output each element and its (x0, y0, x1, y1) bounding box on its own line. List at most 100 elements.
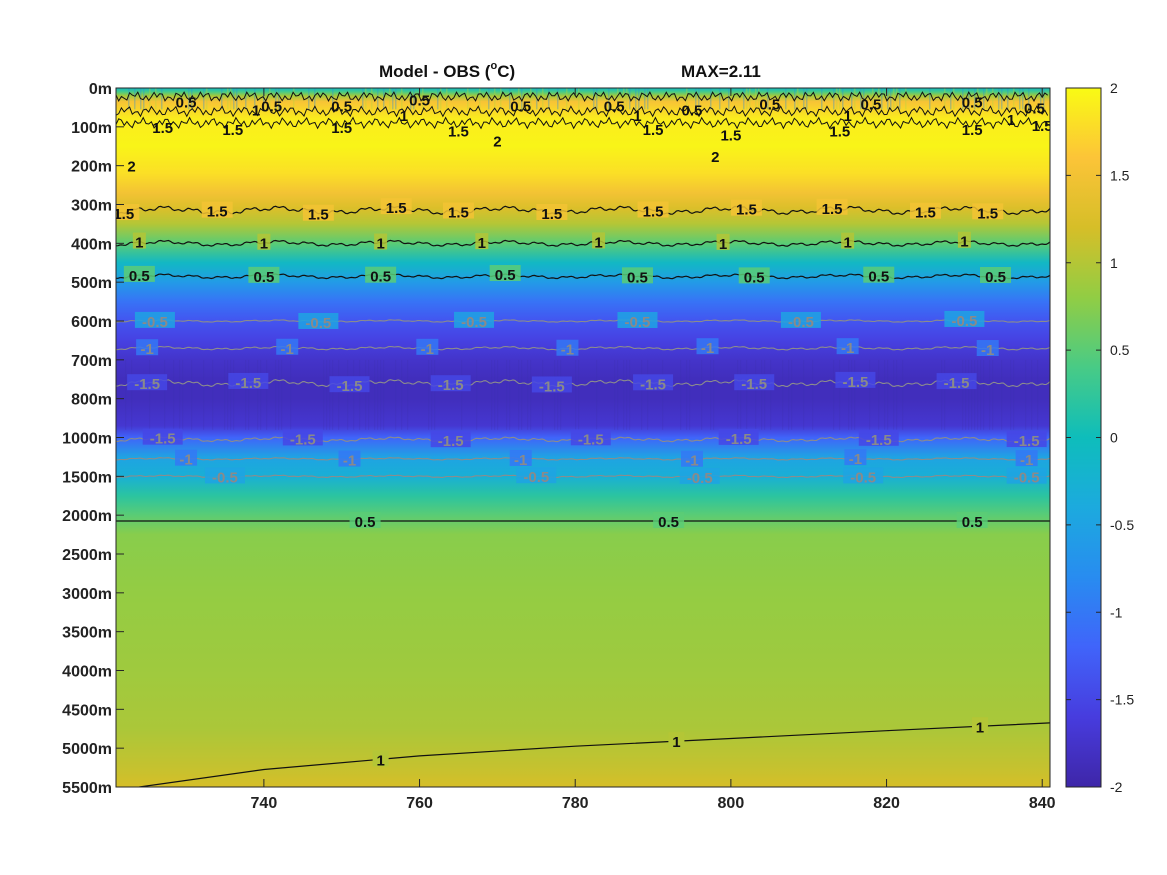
y-tick-label: 4500m (62, 702, 112, 719)
surface-contour-label: 1.5 (720, 128, 741, 145)
contour-label: -0.5 (305, 315, 331, 332)
contour-label: -1.5 (944, 375, 970, 392)
surface-contour-label: 1.5 (152, 120, 173, 137)
contour-label-bg (976, 340, 999, 357)
contour-label: -0.5 (850, 469, 876, 486)
contour-label: 1.5 (736, 202, 757, 219)
deep-contour-label-bg (971, 717, 988, 734)
surface-contour-line (116, 105, 1049, 118)
contour-label-bg (680, 450, 703, 467)
deep-contour-label: 1 (376, 752, 384, 769)
contour-label-bg (228, 372, 269, 389)
contour-label-bg (936, 373, 977, 390)
contour-label: 1.5 (386, 200, 407, 217)
surface-contour-label: 1 (1007, 112, 1015, 129)
surface-contour-label: 0.5 (510, 98, 531, 115)
y-tick-label: 1500m (62, 469, 112, 486)
contour-label-bg (136, 339, 159, 356)
contour-line (116, 345, 1050, 351)
y-tick-label: 600m (71, 314, 112, 331)
contour-label-bg (637, 201, 669, 218)
contour-label-bg (679, 467, 720, 484)
contour-label-bg (454, 311, 495, 328)
contour-label: -1 (140, 341, 153, 358)
contour-label-bg (380, 198, 412, 215)
heatmap-texture (125, 88, 1045, 430)
contour-label-bg (836, 338, 859, 355)
contour-label-bg (123, 265, 155, 282)
contour-label: 1.5 (643, 204, 664, 221)
contour-label: 0.5 (253, 269, 274, 286)
y-tick-label: 100m (71, 120, 112, 137)
contour-label: -1 (981, 342, 994, 359)
contour-label-bg (696, 338, 719, 355)
contour-label-bg (718, 428, 759, 445)
contour-label-bg (1015, 450, 1038, 467)
contour-label-bg (442, 202, 474, 219)
colorbar-tick-label: 0.5 (1110, 342, 1130, 358)
contour-label-bg (592, 232, 606, 249)
contour-label-bg (489, 265, 521, 282)
y-tick-label: 2000m (62, 508, 112, 525)
contour-line (116, 379, 1050, 388)
contour-label-bg (374, 233, 388, 250)
surface-contour-label: 0.5 (331, 98, 352, 115)
contour-label-bg (416, 338, 439, 355)
y-tick-label: 0m (89, 81, 112, 98)
contour-label-bg (127, 374, 168, 391)
surface-contour-label: 0.5 (962, 95, 983, 112)
contour-label: -1 (343, 453, 356, 470)
contour-label-bg (780, 311, 821, 328)
x-tick-label: 840 (1029, 795, 1056, 812)
contour-label: -1 (701, 340, 714, 357)
patch-contour-label: 2 (127, 159, 135, 176)
surface-contour-label: 1.5 (643, 122, 664, 139)
y-tick-label: 1000m (62, 431, 112, 448)
y-tick-label: 4000m (62, 664, 112, 681)
x-tick-label: 740 (251, 795, 278, 812)
contour-label-bg (132, 232, 146, 249)
contour-label: 0.5 (962, 514, 983, 531)
colorbar-tick-label: 1.5 (1110, 167, 1130, 183)
contour-label-bg (134, 311, 175, 328)
contour-label: 0.5 (129, 268, 150, 285)
contour-label: 0.5 (868, 269, 889, 286)
contour-label-bg (843, 467, 884, 484)
surface-contour-label: 1.5 (962, 122, 983, 139)
contour-label-bg (475, 233, 489, 250)
contour-label: -1.5 (290, 431, 316, 448)
contour-label: -1.5 (640, 376, 666, 393)
contour-label: 1.5 (308, 207, 329, 224)
contour-label: -1.5 (539, 378, 565, 395)
contour-label: 1 (719, 236, 727, 253)
contour-label-bg (972, 203, 1004, 220)
surface-contour-label: 1 (843, 108, 851, 125)
title-max-value: MAX=2.11 (681, 62, 761, 81)
contour-label: 1.5 (977, 205, 998, 222)
contour-label: -1 (561, 342, 574, 359)
contour-label-bg (509, 449, 532, 466)
contour-label-bg (329, 376, 370, 393)
contour-label: -0.5 (625, 314, 651, 331)
y-tick-label: 5500m (62, 780, 112, 797)
surface-contour-label: 0.5 (176, 95, 197, 112)
y-tick-label: 3500m (62, 625, 112, 642)
contour-label-bg (556, 339, 579, 356)
contour-label: -0.5 (1014, 470, 1040, 487)
contour-label: 1 (135, 235, 143, 252)
y-tick-label: 500m (71, 275, 112, 292)
contour-label: -0.5 (142, 314, 168, 331)
x-tick-label: 780 (562, 795, 589, 812)
contour-label-bg (248, 266, 280, 283)
surface-contour-label: 0.5 (759, 97, 780, 114)
contour-label-bg (956, 511, 988, 528)
deep-contour-line (139, 722, 1050, 787)
contour-label: -1.5 (337, 378, 363, 395)
contour-label: -1.5 (842, 374, 868, 391)
contour-label-bg (430, 431, 471, 448)
surface-contour-label: 1 (400, 108, 408, 125)
contour-label: -0.5 (951, 313, 977, 330)
contour-label-bg (302, 204, 334, 221)
contour-label: -1.5 (741, 376, 767, 393)
